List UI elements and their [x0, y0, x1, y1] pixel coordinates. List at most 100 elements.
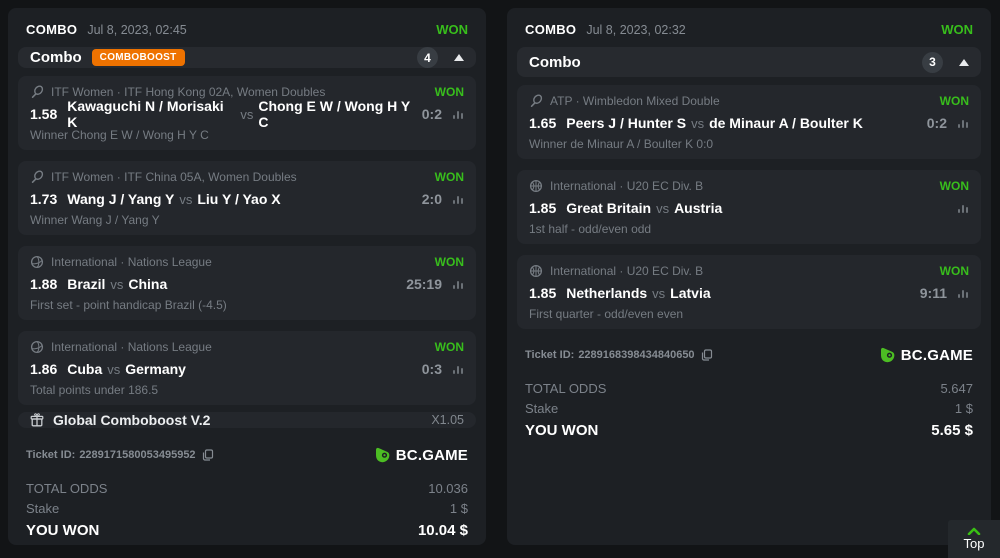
league-label: International · Nations League [51, 340, 212, 354]
home-team: Kawaguchi N / Morisaki K [67, 98, 224, 130]
stats-icon[interactable] [957, 202, 969, 214]
you-won-value: 5.65 $ [931, 421, 973, 439]
bet-summary: TOTAL ODDS 5.647 Stake 1 $ YOU WON 5.65 … [517, 378, 981, 442]
combo-title: Combo [529, 53, 581, 71]
volleyball-icon [30, 255, 44, 269]
copy-icon[interactable] [202, 449, 214, 461]
leg-odds: 1.73 [30, 191, 58, 207]
chevron-up-icon [959, 58, 969, 66]
bet-card-combo-2: COMBO Jul 8, 2023, 02:32 WON Combo 3 ATP… [507, 8, 991, 545]
boost-multiplier: X1.05 [431, 413, 464, 427]
away-team: Austria [674, 200, 723, 216]
bcgame-logo-icon [880, 347, 895, 363]
volleyball-icon [30, 340, 44, 354]
leg-status-badge: WON [939, 264, 969, 278]
away-team: de Minaur A / Boulter K [709, 115, 863, 131]
bet-leg[interactable]: International · U20 EC Div. B WON 1.85 G… [517, 170, 981, 244]
total-odds-label: TOTAL ODDS [525, 380, 607, 396]
leg-status-badge: WON [434, 340, 464, 354]
league-label: International · U20 EC Div. B [550, 179, 704, 193]
vs-label: vs [110, 276, 124, 292]
bet-leg[interactable]: International · Nations League WON 1.88 … [18, 246, 476, 320]
legs-count-badge: 4 [417, 47, 438, 68]
combo-title: Combo [30, 49, 82, 66]
ticket-id-value: 2289171580053495952 [79, 449, 196, 461]
leg-score: 0:3 [421, 361, 442, 377]
leg-status-badge: WON [939, 94, 969, 108]
bet-date: Jul 8, 2023, 02:32 [586, 22, 686, 37]
ticket-row: Ticket ID: 2289168398434840650 BC.GAME [517, 344, 981, 364]
leg-status-badge: WON [434, 255, 464, 269]
vs-label: vs [179, 191, 193, 207]
league-label: International · U20 EC Div. B [550, 264, 704, 278]
leg-score: 0:2 [421, 106, 442, 122]
you-won-value: 10.04 $ [417, 521, 468, 539]
brand-logo: BC.GAME [878, 346, 973, 364]
vs-label: vs [240, 106, 254, 122]
bet-history-page: COMBO Jul 8, 2023, 02:45 WON Combo COMBO… [8, 8, 991, 545]
tennis-icon [30, 85, 44, 99]
comboboost-badge: COMBOBOOST [91, 49, 185, 66]
tennis-icon [529, 94, 543, 108]
total-odds-value: 10.036 [428, 480, 468, 496]
leg-odds: 1.58 [30, 106, 58, 122]
leg-status-badge: WON [434, 170, 464, 184]
vs-label: vs [691, 115, 705, 131]
combo-collapse-row[interactable]: Combo COMBOBOOST 4 [18, 47, 476, 68]
boost-label: Global Comboboost V.2 [53, 412, 211, 428]
brand-logo: BC.GAME [373, 446, 468, 464]
bet-date: Jul 8, 2023, 02:45 [87, 22, 187, 37]
leg-odds: 1.85 [529, 285, 557, 301]
comboboost-row: Global Comboboost V.2 X1.05 [18, 412, 476, 428]
ticket-id-value: 2289168398434840650 [578, 349, 695, 361]
brand-name: BC.GAME [900, 346, 973, 364]
home-team: Netherlands [566, 285, 648, 301]
market-label: Winner Wang J / Yang Y [30, 213, 160, 227]
copy-icon[interactable] [701, 349, 713, 361]
home-team: Peers J / Hunter S [566, 115, 687, 131]
league-label: ITF Women · ITF China 05A, Women Doubles [51, 170, 297, 184]
leg-score: 0:2 [926, 115, 947, 131]
league-label: International · Nations League [51, 255, 212, 269]
you-won-label: YOU WON [26, 521, 100, 539]
vs-label: vs [107, 361, 121, 377]
league-label: ATP · Wimbledon Mixed Double [550, 94, 720, 108]
stats-icon[interactable] [957, 287, 969, 299]
bet-summary: TOTAL ODDS 10.036 Stake 1 $ YOU WON 10.0… [18, 478, 476, 542]
away-team: China [128, 276, 168, 292]
leg-odds: 1.85 [529, 200, 557, 216]
leg-odds: 1.86 [30, 361, 58, 377]
bet-leg[interactable]: International · Nations League WON 1.86 … [18, 331, 476, 405]
gift-icon [30, 413, 44, 427]
bet-leg[interactable]: ITF Women · ITF Hong Kong 02A, Women Dou… [18, 76, 476, 150]
leg-score: 9:11 [919, 285, 947, 301]
scroll-to-top-button[interactable]: Top [948, 520, 1000, 558]
leg-score: 2:0 [421, 191, 442, 207]
combo-collapse-row[interactable]: Combo 3 [517, 47, 981, 77]
bet-leg[interactable]: ATP · Wimbledon Mixed Double WON 1.65 Pe… [517, 85, 981, 159]
home-team: Cuba [67, 361, 103, 377]
stats-icon[interactable] [957, 117, 969, 129]
league-label: ITF Women · ITF Hong Kong 02A, Women Dou… [51, 85, 326, 99]
away-team: Liu Y / Yao X [197, 191, 281, 207]
stats-icon[interactable] [452, 193, 464, 205]
total-odds-value: 5.647 [940, 380, 973, 396]
market-label: First set - point handicap Brazil (-4.5) [30, 298, 227, 312]
away-team: Germany [125, 361, 186, 377]
ticket-row: Ticket ID: 2289171580053495952 BC.GAME [18, 444, 476, 464]
brand-name: BC.GAME [395, 446, 468, 464]
leg-status-badge: WON [434, 85, 464, 99]
bet-card-combo-1: COMBO Jul 8, 2023, 02:45 WON Combo COMBO… [8, 8, 486, 545]
bet-type-label: COMBO [26, 22, 78, 37]
bet-leg[interactable]: International · U20 EC Div. B WON 1.85 N… [517, 255, 981, 329]
stats-icon[interactable] [452, 363, 464, 375]
stats-icon[interactable] [452, 108, 464, 120]
vs-label: vs [652, 285, 666, 301]
total-odds-label: TOTAL ODDS [26, 480, 108, 496]
stats-icon[interactable] [452, 278, 464, 290]
bet-leg[interactable]: ITF Women · ITF China 05A, Women Doubles… [18, 161, 476, 235]
stake-label: Stake [26, 500, 60, 516]
top-button-label: Top [963, 536, 985, 551]
bet-status-badge: WON [436, 22, 468, 37]
away-team: Chong E W / Wong H Y C [258, 98, 410, 130]
